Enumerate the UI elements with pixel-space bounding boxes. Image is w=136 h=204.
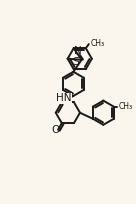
Text: HN: HN bbox=[56, 93, 72, 103]
Text: S: S bbox=[72, 57, 80, 67]
Text: N: N bbox=[74, 46, 82, 56]
Text: O: O bbox=[52, 125, 60, 135]
Text: CH₃: CH₃ bbox=[118, 102, 132, 111]
Text: CH₃: CH₃ bbox=[90, 39, 105, 48]
